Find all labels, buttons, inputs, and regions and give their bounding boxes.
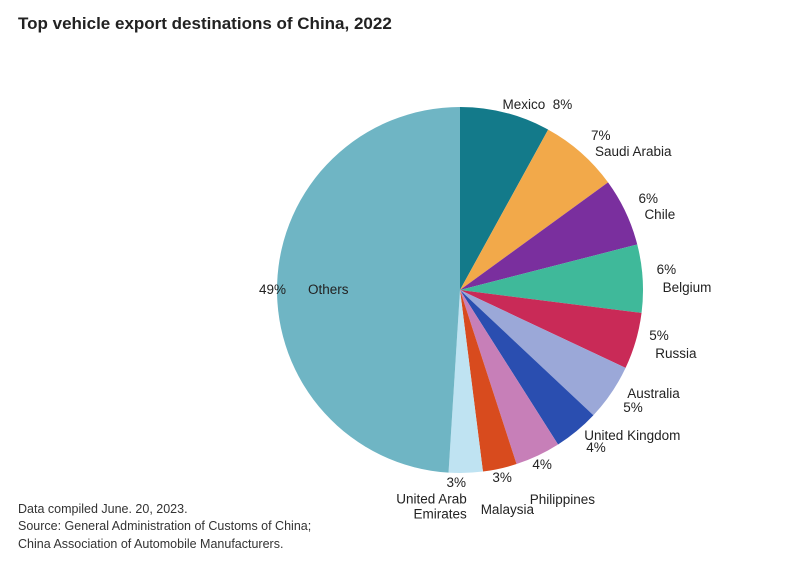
chart-footer: Data compiled June. 20, 2023. Source: Ge… bbox=[18, 501, 311, 554]
chart-container: Top vehicle export destinations of China… bbox=[0, 0, 800, 575]
footer-source2: China Association of Automobile Manufact… bbox=[18, 536, 311, 554]
pie-chart bbox=[0, 0, 800, 575]
footer-date: Data compiled June. 20, 2023. bbox=[18, 501, 311, 519]
footer-source: Source: General Administration of Custom… bbox=[18, 518, 311, 536]
pie-slice bbox=[277, 107, 460, 473]
